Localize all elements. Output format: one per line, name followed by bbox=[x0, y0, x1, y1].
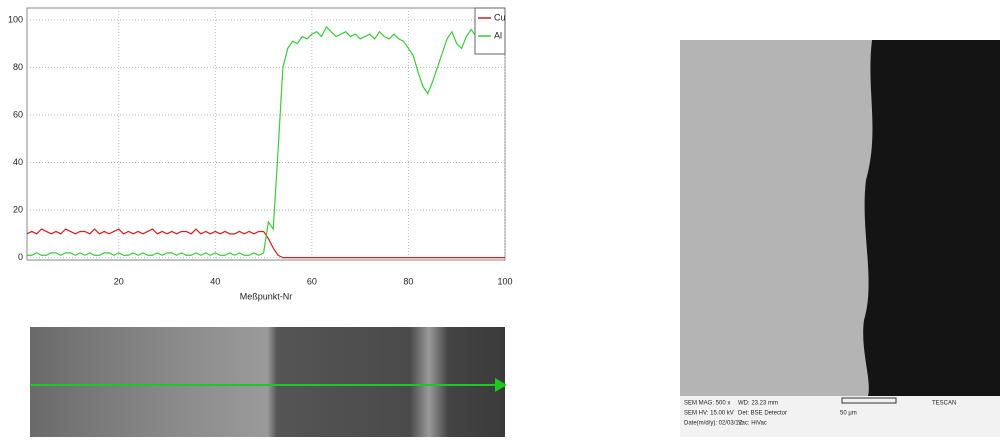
y-tick-label: 80 bbox=[13, 62, 23, 72]
sem-info-text: TESCAN bbox=[932, 401, 956, 407]
y-tick-label: 60 bbox=[13, 109, 23, 119]
x-tick-label: 40 bbox=[210, 276, 220, 286]
sem-info-text: 50 µm bbox=[840, 411, 857, 417]
sem-strip-image bbox=[30, 327, 505, 437]
x-tick-label: 80 bbox=[403, 276, 413, 286]
legend-label: Cu bbox=[494, 12, 506, 22]
sem-info-text: SEM HV: 15.00 kV bbox=[684, 411, 734, 417]
y-tick-label: 40 bbox=[13, 157, 23, 167]
legend-label: Al bbox=[494, 30, 502, 40]
figure: 02040608010020406080100CuAl Meßpunkt-Nr … bbox=[0, 0, 1000, 437]
sem-info-text: Date(m/d/y): 02/03/12 bbox=[684, 421, 743, 427]
sem-info-text: WD: 23.23 mm bbox=[738, 401, 778, 407]
sem-dark-region bbox=[863, 40, 1000, 396]
x-tick-label: 20 bbox=[114, 276, 124, 286]
x-tick-label: 100 bbox=[497, 276, 512, 286]
y-tick-label: 20 bbox=[13, 204, 23, 214]
sem-info-text: Det: BSE Detector bbox=[738, 411, 787, 417]
sem-info-text: Vac: HiVac bbox=[738, 421, 767, 427]
sem-info-text: SEM MAG: 500 x bbox=[684, 401, 730, 407]
x-axis-label: Meßpunkt-Nr bbox=[240, 291, 293, 301]
y-tick-label: 0 bbox=[18, 252, 23, 262]
plot-area bbox=[27, 8, 505, 260]
x-tick-label: 60 bbox=[307, 276, 317, 286]
y-tick-label: 100 bbox=[8, 14, 23, 24]
